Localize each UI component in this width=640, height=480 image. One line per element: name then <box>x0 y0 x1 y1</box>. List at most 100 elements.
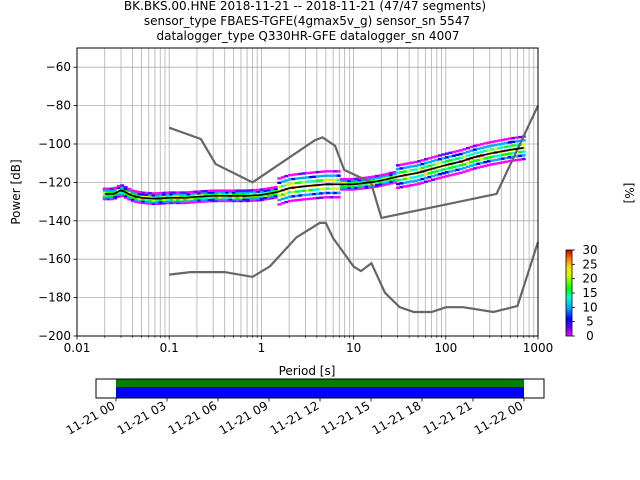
heatmap-cell <box>102 194 107 197</box>
heatmap-cell <box>214 196 219 199</box>
heatmap-cell <box>116 184 121 188</box>
heatmap-cell <box>465 165 470 169</box>
heatmap-cell <box>437 158 442 161</box>
heatmap-cell <box>336 170 341 173</box>
heatmap-cell <box>270 193 275 196</box>
x-tick-label: 100 <box>434 341 457 355</box>
heatmap-cell <box>109 196 114 199</box>
heatmap-cell <box>263 194 268 198</box>
heatmap-cell <box>200 200 205 203</box>
heatmap-cell <box>102 192 107 196</box>
heatmap-cell <box>347 186 352 189</box>
heatmap-cell <box>155 192 160 195</box>
heatmap-cell <box>294 173 299 176</box>
heatmap-cell <box>123 187 128 191</box>
heatmap-cell <box>322 174 327 177</box>
heatmap-cell <box>315 179 320 182</box>
heatmap-cell <box>326 170 331 173</box>
heatmap-cell <box>322 196 327 199</box>
heatmap-cell <box>507 141 512 144</box>
heatmap-cell <box>458 171 463 174</box>
heatmap-cell <box>127 189 132 192</box>
heatmap-cell <box>486 156 491 159</box>
heatmap-cell <box>476 166 481 169</box>
heatmap-cell <box>371 175 376 178</box>
heatmap-cell <box>221 199 226 203</box>
y-tick-label: −180 <box>38 291 71 305</box>
heatmap-cell <box>204 198 209 201</box>
heatmap-cell <box>120 191 125 194</box>
heatmap-cell <box>521 154 526 157</box>
heatmap-cell <box>298 177 303 180</box>
heatmap-cell <box>420 177 425 181</box>
heatmap-cell <box>434 170 439 173</box>
heatmap-cell <box>113 186 118 190</box>
heatmap-cell <box>113 188 118 191</box>
heatmap-cell <box>493 140 498 143</box>
heatmap-cell <box>329 187 334 190</box>
heatmap-cell <box>392 179 397 183</box>
heatmap-cell <box>490 148 495 151</box>
heatmap-cell <box>319 192 324 195</box>
heatmap-cell <box>266 195 271 199</box>
heatmap-cell <box>368 175 373 179</box>
heatmap-cell <box>151 200 156 204</box>
heatmap-cell <box>179 200 184 203</box>
heatmap-cell <box>409 161 414 164</box>
heatmap-cell <box>176 193 181 196</box>
heatmap-cell <box>350 181 355 184</box>
heatmap-cell <box>224 198 229 201</box>
heatmap-cell <box>514 136 519 139</box>
heatmap-cell <box>375 176 380 179</box>
heatmap-cell <box>448 174 453 177</box>
heatmap-cell <box>162 193 167 196</box>
colorbar-tick-label: 15 <box>582 286 597 300</box>
heatmap-cell <box>333 174 338 177</box>
heatmap-cell <box>469 168 474 171</box>
heatmap-cell <box>130 189 135 192</box>
heatmap-cell <box>333 191 338 195</box>
heatmap-cell <box>273 185 278 189</box>
heatmap-cell <box>420 174 425 177</box>
heatmap-cell <box>343 179 348 183</box>
heatmap-cell <box>375 178 380 181</box>
heatmap-cell <box>434 162 439 166</box>
heatmap-cell <box>294 181 299 185</box>
heatmap-cell <box>210 189 215 192</box>
heatmap-cell <box>333 196 338 199</box>
heatmap-cell <box>423 173 428 176</box>
heatmap-cell <box>413 164 418 167</box>
heatmap-cell <box>437 154 442 157</box>
heatmap-cell <box>155 202 160 205</box>
heatmap-cell <box>190 199 195 202</box>
heatmap-cell <box>368 186 373 189</box>
heatmap-cell <box>210 192 215 196</box>
heatmap-cell <box>434 177 439 181</box>
heatmap-cell <box>204 200 209 203</box>
heatmap-cell <box>116 191 121 195</box>
heatmap-cell <box>385 181 390 184</box>
heatmap-cell <box>193 190 198 193</box>
heatmap-cell <box>235 191 240 194</box>
heatmap-cell <box>490 140 495 144</box>
heatmap-cell <box>238 198 243 201</box>
heatmap-cell <box>273 196 278 199</box>
ppsd-plot: 0.01 0.1 1 10 100 1000 −200 −180 −160 −140 −120 −1… <box>9 47 553 378</box>
heatmap-cell <box>301 180 306 184</box>
heatmap-cell <box>483 145 488 149</box>
heatmap-cell <box>266 188 271 192</box>
heatmap-cell <box>357 187 362 190</box>
heatmap-cell <box>333 187 338 190</box>
heatmap-cell <box>228 199 233 203</box>
heatmap-cell <box>382 173 387 176</box>
heatmap-cell <box>263 189 268 192</box>
heatmap-cell <box>228 191 233 194</box>
heatmap-cell <box>217 199 222 203</box>
heatmap-cell <box>312 179 317 183</box>
heatmap-cell <box>430 159 435 163</box>
heatmap-cell <box>343 184 348 188</box>
heatmap-cell <box>141 194 146 198</box>
heatmap-cell <box>340 181 345 184</box>
heatmap-cell <box>109 190 114 194</box>
heatmap-cell <box>312 171 317 174</box>
